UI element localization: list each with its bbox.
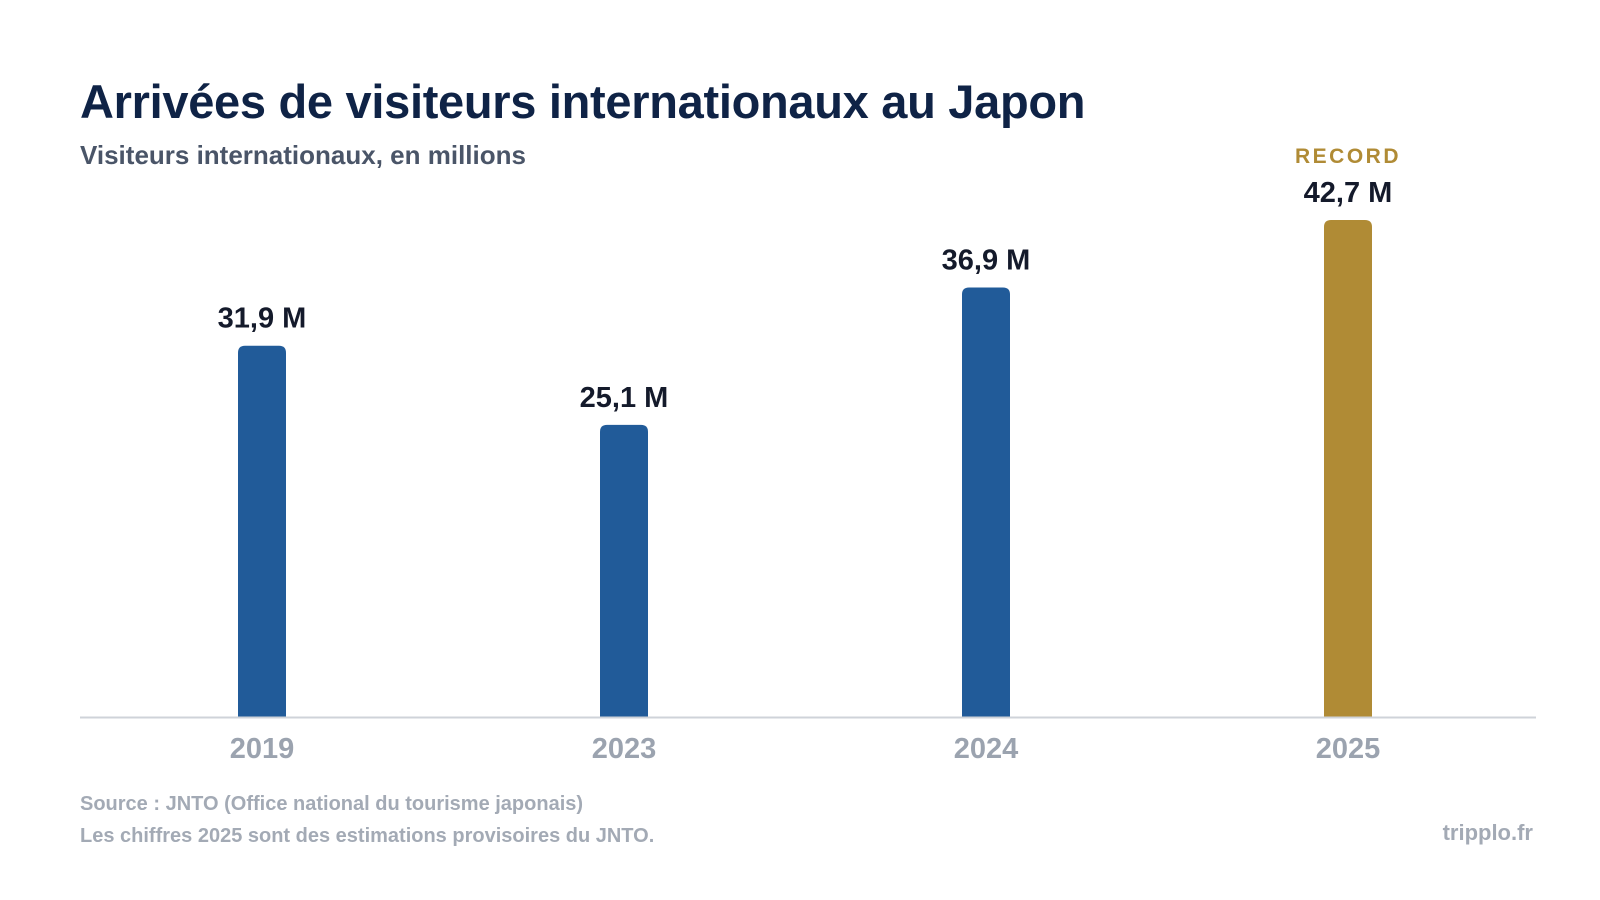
source-note: Source : JNTO (Office national du touris… xyxy=(80,788,654,852)
x-tick-label-2019: 2019 xyxy=(230,733,295,765)
x-tick-label-2025: 2025 xyxy=(1316,733,1381,765)
record-annotation: RECORD xyxy=(1295,145,1401,168)
source-line: Source : JNTO (Office national du touris… xyxy=(80,793,584,815)
value-label-2024: 36,9 M xyxy=(942,245,1031,277)
bar-2019 xyxy=(238,345,286,717)
x-tick-label-2023: 2023 xyxy=(592,733,657,765)
value-label-2023: 25,1 M xyxy=(580,382,669,414)
bar-2025 xyxy=(1324,220,1372,717)
bar-2024 xyxy=(962,287,1010,717)
value-label-2019: 31,9 M xyxy=(218,303,307,335)
x-tick-label-2024: 2024 xyxy=(954,733,1019,765)
brand-link[interactable]: tripplo.fr xyxy=(1442,820,1533,845)
value-label-2025: 42,7 M xyxy=(1304,177,1393,209)
estimate-note: Les chiffres 2025 sont des estimations p… xyxy=(80,825,655,847)
bar-2023 xyxy=(600,424,648,717)
chart-title: Arrivées de visiteurs internationaux au … xyxy=(80,75,1086,128)
chart-subtitle: Visiteurs internationaux, en millions xyxy=(80,140,526,170)
